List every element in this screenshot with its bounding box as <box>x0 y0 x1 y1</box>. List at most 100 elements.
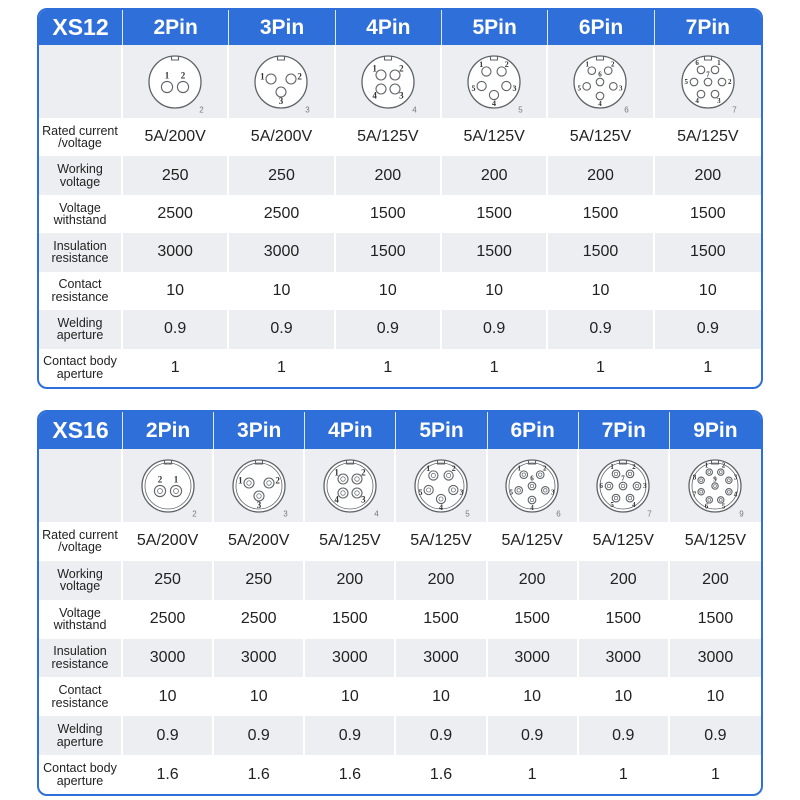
spec-value: 10 <box>442 271 549 311</box>
pin-socket <box>256 492 262 499</box>
spec-value: 1500 <box>697 610 734 628</box>
pin-number: 2 <box>275 475 280 485</box>
spec-value: 3000 <box>396 638 488 678</box>
pin-socket <box>266 479 272 486</box>
pin-number: 6 <box>600 482 604 490</box>
spec-value: 5A/125V <box>488 522 579 561</box>
spec-value: 3000 <box>578 638 670 678</box>
spec-value: 10 <box>706 687 725 705</box>
spec-value: 1500 <box>305 599 397 639</box>
pin-number: 3 <box>717 96 721 104</box>
spec-value: 1.6 <box>305 755 397 794</box>
pin-number: 3 <box>460 488 464 497</box>
pin-number: 3 <box>399 90 404 100</box>
connector-outline <box>140 458 195 513</box>
pin-number: 1 <box>261 71 266 81</box>
connector-face-diagram: 1 2 3 4 5 6 7 7 <box>596 458 653 518</box>
pin-number: 5 <box>684 78 688 86</box>
spec-value: 5A/200V <box>214 522 306 561</box>
spec-value: 0.9 <box>669 716 761 756</box>
spec-value: 200 <box>487 560 579 600</box>
connector-inner-ring <box>144 462 191 509</box>
spec-row-label: Rated current /voltage <box>39 522 123 561</box>
pin-diagram-cell: 1 2 3 3 <box>214 449 306 522</box>
spec-value: 5A/200V <box>229 118 336 157</box>
connector-outline <box>148 54 202 109</box>
spec-row-label: Working voltage <box>39 560 123 600</box>
spec-value: 200 <box>578 560 670 600</box>
spec-row-label: Insulation resistance <box>39 638 123 678</box>
pin-number: 2 <box>728 78 732 86</box>
pin <box>161 80 174 93</box>
pin-number: 6 <box>695 59 699 67</box>
spec-value: 3000 <box>123 233 230 272</box>
pin <box>696 89 706 98</box>
connector-outline <box>414 458 468 513</box>
spec-value: 5A/125V <box>548 118 655 157</box>
spec-value: 10 <box>336 271 442 311</box>
spec-value: 0.9 <box>229 310 336 349</box>
connector-inner-ring <box>326 462 374 509</box>
connector-face-diagram: 1 2 3 4 5 5 <box>467 54 523 114</box>
pin-number: 3 <box>551 488 555 496</box>
pin-count-header: 4Pin <box>305 412 397 449</box>
pin-socket <box>530 483 535 488</box>
spec-value: 200 <box>548 156 655 195</box>
connector-spec-table: XS16 2Pin 3Pin 4Pin 5Pin 6Pin 7Pin 9Pin 2 1 2 1 2 3 3 1… <box>37 410 763 796</box>
pin <box>725 476 734 484</box>
pin <box>443 469 454 481</box>
spec-row-label: Insulation resistance <box>39 233 123 272</box>
pin <box>448 484 459 495</box>
pin-number: 7 <box>622 474 626 482</box>
spec-value: 0.9 <box>548 310 655 349</box>
pin-socket <box>727 477 732 482</box>
key-notch <box>619 459 628 465</box>
pin-number: 1 <box>238 475 243 485</box>
pin-socket <box>719 469 723 474</box>
spec-value: 10 <box>123 271 230 311</box>
spec-value: 1500 <box>579 599 670 639</box>
pin <box>725 487 734 495</box>
spec-value: 250 <box>123 560 215 600</box>
pin-number: 4 <box>530 503 534 511</box>
spec-value: 1 <box>336 348 442 387</box>
spec-value: 200 <box>669 560 761 600</box>
spec-value: 1500 <box>442 194 549 234</box>
pin-count-label: 2 <box>199 105 204 114</box>
connector-inner-ring <box>508 462 556 509</box>
pin-number: 5 <box>578 84 582 92</box>
pin-count-header: 6Pin <box>548 10 655 45</box>
spec-value: 1 <box>442 348 549 387</box>
pin <box>496 65 507 77</box>
pin-number: 2 <box>543 464 547 472</box>
pin <box>375 82 387 95</box>
pin <box>536 469 545 479</box>
spec-value: 1 <box>579 755 670 794</box>
pin-number: 7 <box>706 70 710 78</box>
spec-row-label: Voltage withstand <box>39 194 123 234</box>
pin <box>717 467 725 476</box>
pin <box>717 495 725 504</box>
spec-value: 0.9 <box>654 310 761 349</box>
pin <box>501 80 512 91</box>
pin-socket <box>340 475 346 482</box>
pin-count-label: 3 <box>306 105 311 114</box>
pin <box>611 469 621 478</box>
pin <box>696 65 706 74</box>
spec-value: 1500 <box>654 233 761 272</box>
pin-number: 4 <box>372 90 377 100</box>
pin <box>389 68 401 81</box>
pin-count-header: 3Pin <box>214 412 306 449</box>
pin <box>169 484 182 497</box>
spec-value: 2500 <box>229 194 336 234</box>
pin-number: 5 <box>418 488 422 497</box>
spec-value: 10 <box>396 677 488 717</box>
pin <box>514 485 524 495</box>
pin <box>625 469 635 478</box>
spec-value: 1500 <box>548 233 655 272</box>
pin <box>717 77 727 86</box>
